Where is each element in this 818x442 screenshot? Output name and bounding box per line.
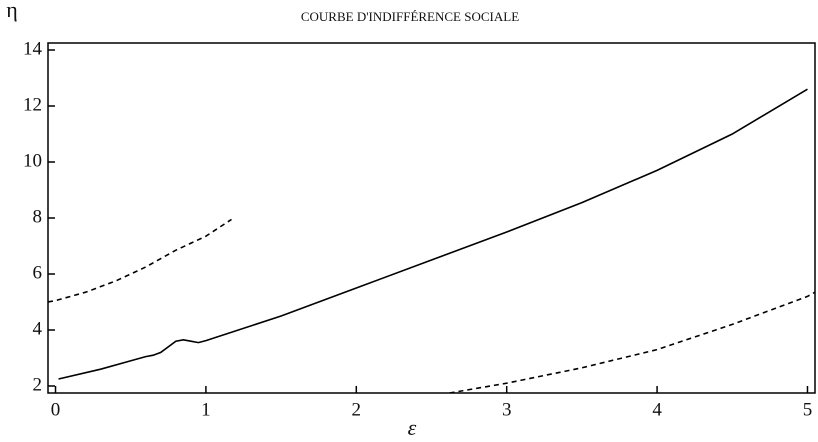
chart-title: COURBE D'INDIFFÉRENCE SOCIALE	[301, 9, 519, 24]
x-tick-label: 4	[652, 399, 662, 420]
x-axis-label: ε	[408, 415, 417, 440]
y-tick-label: 6	[33, 262, 43, 283]
x-tick-label: 5	[803, 399, 813, 420]
y-tick-label: 10	[23, 150, 42, 171]
curve	[48, 218, 232, 303]
curve	[449, 291, 815, 393]
y-tick-label: 8	[33, 206, 43, 227]
plot-frame	[47, 42, 816, 394]
y-tick-label: 12	[23, 94, 42, 115]
y-tick-label: 14	[23, 38, 43, 59]
y-axis-label: η	[6, 0, 18, 22]
x-tick-label: 3	[502, 399, 512, 420]
x-tick-label: 1	[201, 399, 211, 420]
x-tick-label: 0	[51, 399, 61, 420]
curve	[58, 88, 808, 380]
y-tick-label: 2	[33, 374, 43, 395]
x-tick-label: 2	[352, 399, 362, 420]
y-tick-label: 4	[33, 318, 43, 339]
